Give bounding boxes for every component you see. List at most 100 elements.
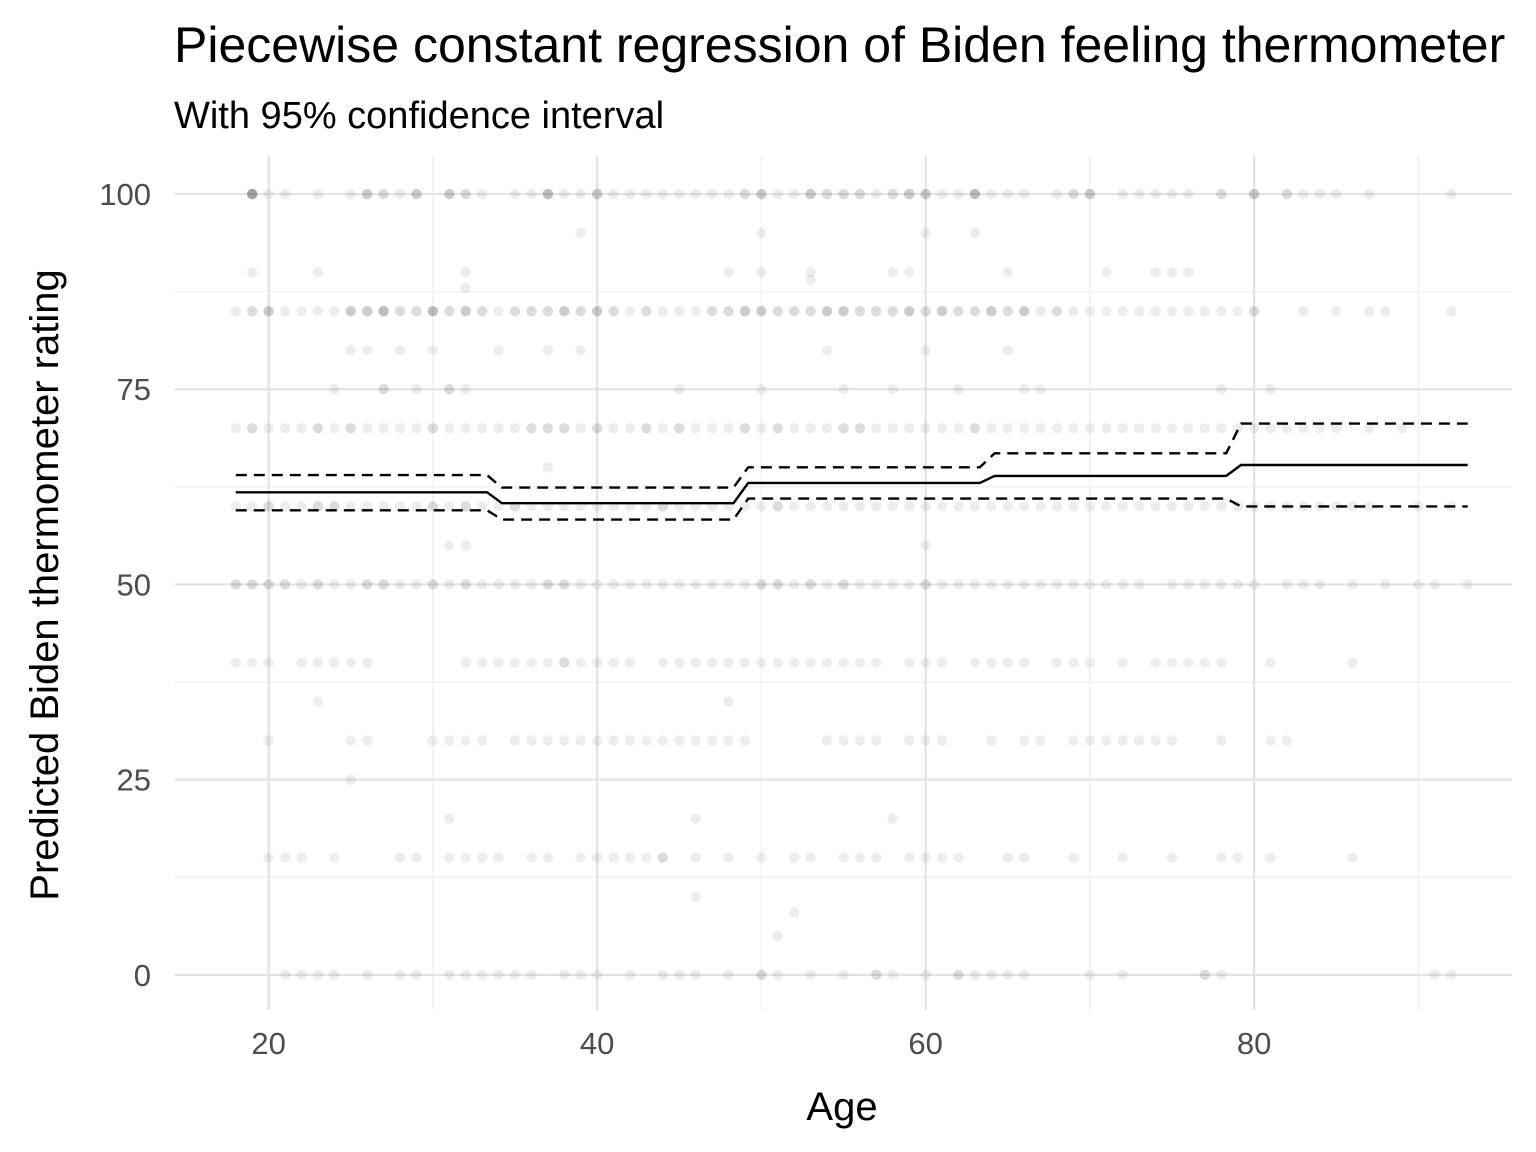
data-point xyxy=(378,384,389,395)
data-point xyxy=(591,305,603,317)
data-point xyxy=(559,579,570,590)
data-point xyxy=(756,852,767,863)
data-point xyxy=(1018,579,1030,590)
data-point xyxy=(789,907,800,918)
data-point xyxy=(739,188,751,200)
data-point xyxy=(1216,852,1227,863)
data-point xyxy=(378,501,389,512)
data-point xyxy=(246,423,258,434)
data-point xyxy=(460,501,471,512)
data-point xyxy=(756,305,767,317)
chart-title: Piecewise constant regression of Biden f… xyxy=(174,17,1506,73)
data-point xyxy=(772,305,783,317)
data-point xyxy=(296,969,307,981)
data-point xyxy=(772,305,783,317)
data-point xyxy=(279,579,291,590)
data-point xyxy=(1084,735,1096,746)
data-point xyxy=(936,735,948,746)
data-point xyxy=(526,969,537,981)
data-point xyxy=(805,579,816,590)
data-point xyxy=(279,969,291,981)
data-point xyxy=(263,579,274,590)
data-point xyxy=(953,969,964,981)
data-point xyxy=(591,423,603,434)
data-point xyxy=(1084,188,1096,200)
y-tick-label: 100 xyxy=(99,177,151,212)
data-point xyxy=(1248,188,1260,200)
data-point xyxy=(772,423,783,434)
data-point xyxy=(591,579,603,590)
data-point xyxy=(936,305,948,317)
data-point xyxy=(641,305,652,317)
data-point xyxy=(624,305,636,317)
data-point xyxy=(542,579,554,590)
data-point xyxy=(739,423,751,434)
data-point xyxy=(329,501,340,512)
data-point xyxy=(608,188,619,200)
data-point xyxy=(378,305,389,317)
data-point xyxy=(641,423,652,434)
data-point xyxy=(312,969,324,981)
data-point xyxy=(674,735,685,746)
data-point xyxy=(263,188,274,200)
data-point xyxy=(887,423,898,434)
data-point xyxy=(1183,657,1194,668)
data-point xyxy=(329,423,340,434)
data-point xyxy=(1265,852,1276,863)
data-point xyxy=(690,735,701,746)
data-point xyxy=(871,501,882,512)
data-point xyxy=(1035,579,1046,590)
data-point xyxy=(772,188,783,200)
data-point xyxy=(821,188,833,200)
data-point xyxy=(1216,423,1227,434)
data-point xyxy=(1117,423,1128,434)
data-point xyxy=(444,188,455,200)
data-point xyxy=(559,305,570,317)
data-point xyxy=(312,696,324,707)
data-point xyxy=(772,969,783,981)
data-point xyxy=(936,305,948,317)
data-point xyxy=(460,657,471,668)
data-point xyxy=(1133,579,1145,590)
data-point xyxy=(279,579,291,590)
data-point xyxy=(706,305,718,317)
data-point xyxy=(1248,579,1260,590)
data-point xyxy=(805,305,816,317)
data-point xyxy=(312,423,324,434)
data-point xyxy=(575,188,586,200)
data-point xyxy=(838,501,849,512)
data-point xyxy=(460,540,471,551)
data-point xyxy=(1199,969,1211,981)
data-point xyxy=(871,579,882,590)
data-point xyxy=(887,188,898,200)
data-point xyxy=(1018,735,1030,746)
data-point xyxy=(1051,579,1063,590)
data-point xyxy=(1248,305,1260,317)
data-point xyxy=(1150,188,1161,200)
data-point xyxy=(920,188,931,200)
data-point xyxy=(1117,657,1128,668)
data-point xyxy=(706,735,718,746)
data-point xyxy=(871,305,882,317)
data-point xyxy=(805,852,816,863)
x-axis-title: Age xyxy=(806,1085,877,1129)
data-point xyxy=(969,227,981,239)
data-point xyxy=(411,305,422,317)
data-point xyxy=(838,188,849,200)
data-point xyxy=(509,579,521,590)
data-point xyxy=(378,423,389,434)
data-point xyxy=(378,579,389,590)
data-point xyxy=(641,188,652,200)
data-point xyxy=(821,501,833,512)
data-point xyxy=(920,345,931,356)
data-point xyxy=(805,501,816,512)
data-point xyxy=(460,305,471,317)
data-point xyxy=(246,501,258,512)
data-point xyxy=(1265,735,1276,746)
data-point xyxy=(1002,423,1013,434)
data-point xyxy=(1199,969,1211,981)
data-point xyxy=(624,579,636,590)
data-point xyxy=(805,305,816,317)
data-point xyxy=(460,579,471,590)
